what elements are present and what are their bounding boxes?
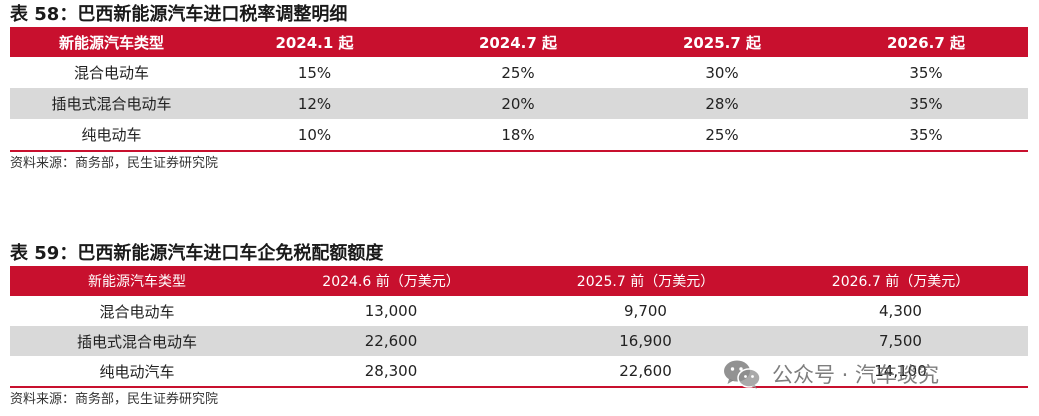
duty-free-quota-table: 新能源汽车类型 2024.6 前（万美元） 2025.7 前（万美元） 2026… (10, 266, 1028, 386)
table-cell: 20% (501, 94, 535, 113)
table-59-section: 表 59：巴西新能源汽车进口车企免税配额额度 新能源汽车类型 2024.6 前（… (10, 242, 1028, 410)
column-header: 2024.1 起 (275, 33, 354, 52)
table-cell: 插电式混合电动车 (51, 95, 172, 113)
table-cell: 35% (909, 125, 943, 144)
column-header: 新能源汽车类型 (58, 33, 164, 52)
table-cell: 纯电动汽车 (99, 362, 175, 381)
table-row: 混合电动车 13,000 9,700 4,300 (10, 296, 1028, 326)
source-note: 资料来源：商务部，民生证券研究院 (10, 392, 219, 407)
table-row: 纯电动车 10% 18% 25% 35% (10, 119, 1028, 150)
table-cell: 30% (705, 63, 739, 82)
table-cell: 25% (705, 125, 739, 144)
table-header-row: 新能源汽车类型 2024.6 前（万美元） 2025.7 前（万美元） 2026… (10, 266, 1028, 296)
table-cell: 12% (297, 94, 332, 113)
column-header: 2024.6 前（万美元） (322, 274, 460, 290)
table-header-row: 新能源汽车类型 2024.1 起 2024.7 起 2025.7 起 2026.… (10, 27, 1028, 57)
column-header: 2024.7 起 (478, 33, 558, 52)
table-row: 纯电动汽车 28,300 22,600 14,100 (10, 356, 1028, 386)
table-cell: 4,300 (879, 302, 922, 320)
wechat-icon (722, 358, 762, 390)
table-cell: 纯电动车 (81, 126, 142, 144)
table-row: 插电式混合电动车 22,600 16,900 7,500 (10, 326, 1028, 356)
table-cell: 18% (501, 125, 535, 144)
column-header: 2026.7 前（万美元） (831, 274, 970, 290)
column-header: 新能源汽车类型 (88, 274, 186, 290)
table-cell: 7,500 (879, 332, 922, 350)
table-bottom-rule (10, 386, 1028, 388)
table-bottom-rule (10, 150, 1028, 152)
table-cell: 14,100 (874, 362, 927, 380)
table-58-section: 表 58：巴西新能源汽车进口税率调整明细 新能源汽车类型 2024.1 起 20… (10, 3, 1028, 174)
table-row: 插电式混合电动车 12% 20% 28% 35% (10, 88, 1028, 119)
column-header: 2025.7 起 (682, 33, 762, 52)
column-header: 2026.7 起 (886, 33, 966, 52)
watermark-text: 公众号 · 汽车琰究 (772, 363, 940, 387)
table-cell: 25% (501, 63, 535, 82)
source-note: 资料来源：商务部，民生证券研究院 (10, 156, 219, 171)
table-cell: 28% (705, 94, 739, 113)
table-cell: 混合电动车 (73, 64, 149, 82)
table-cell: 16,900 (619, 332, 672, 350)
table-cell: 22,600 (364, 332, 418, 350)
table-cell: 15% (297, 63, 332, 82)
table-58-title: 表 58：巴西新能源汽车进口税率调整明细 (10, 4, 348, 25)
table-cell: 35% (909, 63, 943, 82)
table-cell: 28,300 (364, 362, 418, 380)
column-header: 2025.7 前（万美元） (576, 274, 715, 290)
table-cell: 13,000 (364, 302, 418, 320)
table-cell: 插电式混合电动车 (76, 332, 197, 351)
table-cell: 9,700 (624, 302, 667, 320)
table-row: 混合电动车 15% 25% 30% 35% (10, 57, 1028, 88)
table-cell: 10% (297, 125, 332, 144)
watermark: 公众号 · 汽车琰究 (722, 358, 939, 390)
table-cell: 22,600 (619, 362, 672, 380)
tax-rate-table: 新能源汽车类型 2024.1 起 2024.7 起 2025.7 起 2026.… (10, 27, 1028, 150)
table-cell: 混合电动车 (99, 302, 175, 321)
table-cell: 35% (909, 94, 943, 113)
table-59-title: 表 59：巴西新能源汽车进口车企免税配额额度 (10, 243, 384, 264)
